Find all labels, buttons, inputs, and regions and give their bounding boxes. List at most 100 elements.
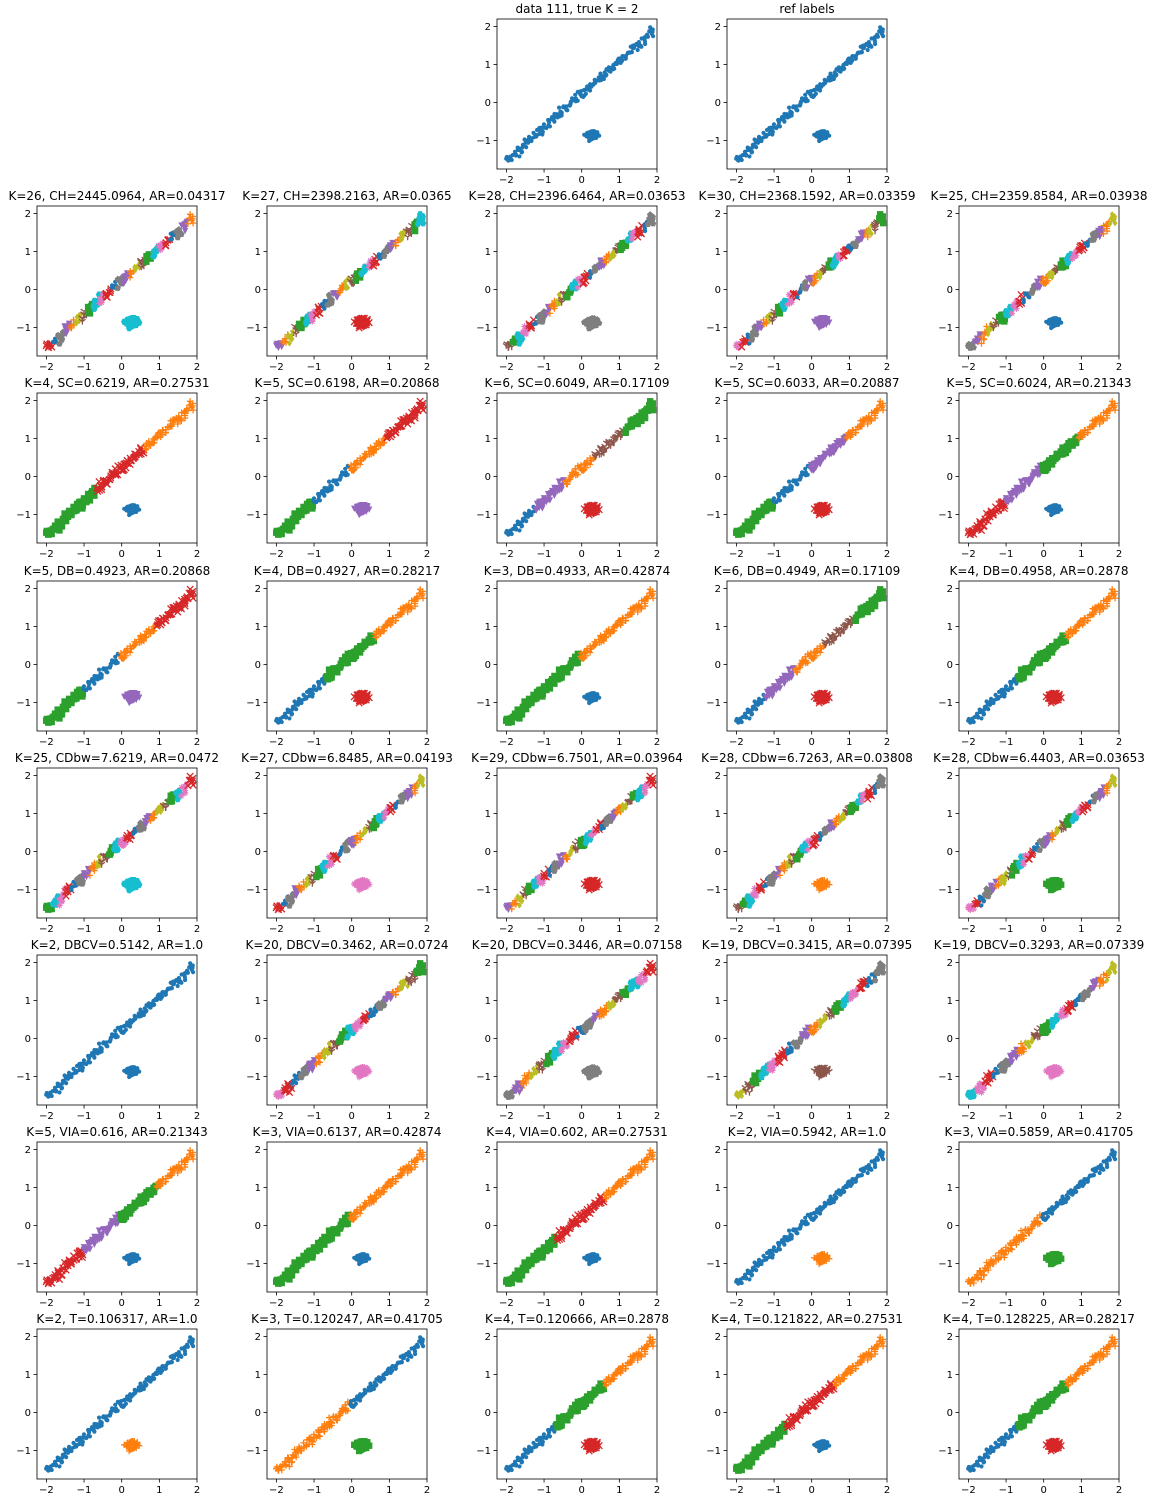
data-point — [585, 84, 590, 89]
data-point — [880, 27, 885, 32]
data-point — [278, 343, 285, 351]
data-point — [316, 309, 324, 318]
data-point — [803, 92, 808, 97]
y-tick-label: −1 — [246, 698, 261, 709]
y-tick-label: 2 — [715, 209, 721, 220]
data-point — [519, 524, 524, 529]
data-point — [345, 472, 350, 477]
data-point — [1085, 243, 1090, 248]
data-point — [521, 323, 528, 330]
y-tick-label: −1 — [16, 698, 31, 709]
data-point — [376, 252, 381, 257]
data-point — [509, 157, 514, 163]
data-point — [157, 246, 164, 254]
data-point — [103, 293, 111, 301]
x-tick-label: 0 — [119, 737, 125, 748]
data-point — [147, 255, 154, 262]
data-point — [287, 716, 292, 721]
data-point — [574, 284, 581, 291]
x-tick-label: −1 — [307, 549, 322, 560]
y-tick-label: 1 — [715, 247, 721, 258]
data-point — [506, 158, 511, 163]
data-point — [513, 153, 519, 158]
x-tick-label: 0 — [579, 549, 585, 560]
subplot-1-1: K=27, CH=2398.2163, AR=0.0365−2 −1 0 1 2−101… — [242, 189, 451, 373]
x-tick-label: 0 — [349, 549, 355, 560]
x-tick-label: −2 — [499, 175, 514, 186]
data-point — [329, 484, 334, 489]
data-point — [642, 228, 648, 234]
data-point — [865, 47, 870, 53]
x-tick-label: −2 — [269, 549, 284, 560]
data-point — [771, 122, 777, 127]
x-tick-label: 1 — [616, 737, 622, 748]
data-point — [739, 719, 744, 725]
x-tick-label: 0 — [579, 175, 585, 186]
data-point — [290, 328, 296, 336]
data-point — [805, 472, 810, 477]
data-point — [86, 310, 94, 317]
y-tick-label: 2 — [715, 22, 721, 33]
y-tick-label: 1 — [255, 247, 261, 258]
x-tick-label: 2 — [884, 549, 890, 560]
data-point — [594, 78, 599, 83]
subplot-title: K=28, CH=2396.6464, AR=0.03653 — [468, 189, 685, 203]
data-point — [1053, 323, 1058, 328]
data-point — [524, 326, 532, 333]
x-tick-label: 2 — [194, 362, 200, 373]
data-point — [512, 339, 520, 346]
x-tick-label: −2 — [499, 549, 514, 560]
data-point — [782, 493, 787, 498]
data-point — [771, 496, 777, 501]
data-point — [795, 482, 800, 487]
data-point — [289, 336, 295, 343]
x-tick-label: 2 — [194, 737, 200, 748]
data-point — [326, 479, 332, 484]
x-tick-label: 1 — [846, 175, 852, 186]
data-point — [611, 252, 617, 259]
x-tick-label: 2 — [1116, 362, 1122, 373]
x-tick-label: −1 — [999, 549, 1014, 560]
data-point — [48, 343, 56, 351]
data-point — [836, 65, 841, 70]
y-tick-label: −1 — [246, 510, 261, 521]
y-tick-label: −1 — [16, 510, 31, 521]
x-tick-label: 1 — [386, 549, 392, 560]
data-point — [782, 119, 787, 124]
data-point — [879, 213, 886, 220]
data-point — [574, 659, 581, 666]
x-tick-label: 0 — [349, 362, 355, 373]
data-point — [294, 706, 299, 712]
data-point — [618, 244, 626, 251]
data-point — [356, 274, 364, 281]
scatter-points — [504, 25, 656, 163]
x-tick-label: −2 — [961, 549, 976, 560]
x-tick-label: 1 — [616, 549, 622, 560]
y-tick-label: 2 — [485, 22, 491, 33]
data-point — [736, 158, 741, 163]
data-point — [747, 154, 752, 159]
data-point — [509, 531, 514, 537]
y-tick-label: 1 — [485, 434, 491, 445]
data-point — [307, 311, 315, 318]
y-tick-label: 0 — [485, 285, 491, 296]
y-tick-label: 1 — [715, 60, 721, 71]
data-point — [546, 310, 554, 317]
x-tick-label: 2 — [1116, 549, 1122, 560]
data-point — [411, 227, 419, 235]
data-point — [310, 311, 318, 318]
y-tick-label: 1 — [255, 622, 261, 633]
data-point — [608, 69, 613, 74]
data-point — [811, 94, 816, 99]
y-tick-label: −1 — [706, 323, 721, 334]
data-point — [578, 280, 585, 287]
data-point — [573, 92, 578, 97]
data-point — [776, 310, 784, 317]
data-point — [767, 131, 772, 137]
data-point — [603, 258, 610, 265]
y-tick-label: −1 — [476, 136, 491, 147]
x-tick-label: 0 — [119, 362, 125, 373]
data-point — [813, 91, 818, 96]
